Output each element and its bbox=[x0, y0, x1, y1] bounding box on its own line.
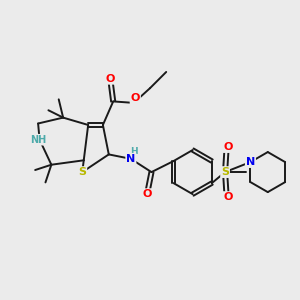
Text: N: N bbox=[126, 154, 136, 164]
Text: N: N bbox=[246, 157, 255, 167]
Text: O: O bbox=[106, 74, 115, 84]
Text: O: O bbox=[130, 94, 140, 103]
Text: O: O bbox=[223, 142, 233, 152]
Text: NH: NH bbox=[30, 135, 46, 145]
Text: O: O bbox=[223, 192, 233, 202]
Text: S: S bbox=[221, 167, 229, 177]
Text: S: S bbox=[78, 167, 86, 177]
Text: H: H bbox=[130, 147, 138, 156]
Text: O: O bbox=[142, 189, 152, 199]
